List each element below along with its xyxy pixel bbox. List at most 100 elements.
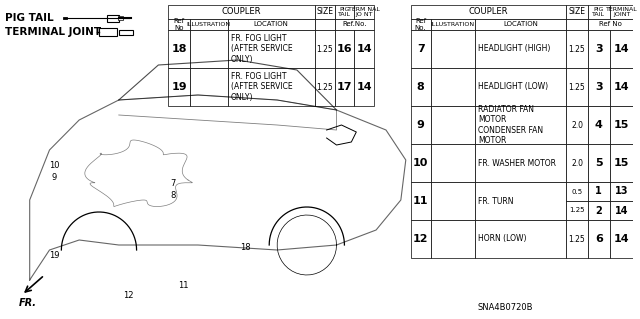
Bar (335, 30, 355, 68)
Bar (335, 5, 355, 19)
Bar (228, 30, 315, 68)
Bar (475, 106, 566, 144)
Bar (588, 30, 610, 68)
Bar (355, 68, 374, 106)
Bar (588, 144, 610, 182)
Bar (566, 5, 588, 19)
Text: PIG TAIL: PIG TAIL (5, 13, 54, 23)
Text: 2.0: 2.0 (571, 159, 583, 167)
Text: 14: 14 (356, 82, 372, 92)
Text: 10: 10 (49, 160, 60, 169)
Text: FR. FOG LIGHT
(AFTER SERVICE
ONLY): FR. FOG LIGHT (AFTER SERVICE ONLY) (230, 34, 292, 64)
Text: 2.0: 2.0 (571, 121, 583, 130)
Text: 8: 8 (170, 191, 176, 201)
Text: PIG
TAIL: PIG TAIL (338, 7, 351, 17)
Text: 18: 18 (172, 44, 187, 54)
Bar (566, 144, 588, 182)
Bar (566, 19, 588, 30)
Text: Ref
No.: Ref No. (415, 18, 426, 31)
Bar (566, 30, 588, 68)
Bar (431, 182, 475, 220)
Bar (475, 220, 566, 258)
Bar (588, 19, 634, 30)
Bar (475, 144, 566, 182)
Text: 1.25: 1.25 (569, 207, 585, 213)
Text: 1.25: 1.25 (316, 83, 333, 92)
Bar (315, 68, 335, 106)
Text: 14: 14 (614, 234, 629, 244)
Text: ILLUSTRATION: ILLUSTRATION (431, 22, 475, 27)
Text: 1.25: 1.25 (316, 44, 333, 54)
Text: COUPLER: COUPLER (468, 8, 508, 17)
Text: 7: 7 (417, 44, 424, 54)
Text: TERM NAL
JO NT: TERM NAL JO NT (348, 7, 380, 17)
Bar (610, 220, 634, 258)
Text: 13: 13 (615, 187, 628, 197)
Text: SNA4B0720B: SNA4B0720B (477, 303, 532, 313)
Bar (118, 16, 123, 20)
Bar (610, 182, 634, 201)
Bar (566, 220, 588, 258)
Text: LOCATION: LOCATION (253, 21, 289, 27)
Bar (411, 182, 431, 220)
Bar (566, 201, 588, 220)
Text: 11: 11 (413, 196, 428, 206)
Text: 14: 14 (614, 82, 629, 92)
Bar (566, 68, 588, 106)
Bar (411, 19, 431, 30)
Text: SIZE: SIZE (316, 8, 333, 17)
Bar (411, 220, 431, 258)
Text: 18: 18 (240, 243, 251, 253)
Text: 17: 17 (337, 82, 352, 92)
Bar (431, 30, 475, 68)
Bar (190, 68, 228, 106)
Text: TERMINAL JOINT: TERMINAL JOINT (5, 27, 101, 37)
Bar (475, 30, 566, 68)
Bar (411, 144, 431, 182)
Text: 5: 5 (595, 158, 603, 168)
Text: 6: 6 (595, 234, 603, 244)
Text: 0.5: 0.5 (572, 189, 582, 195)
Text: 10: 10 (413, 158, 428, 168)
Bar (315, 19, 335, 30)
Bar (610, 201, 634, 220)
Text: Ref No: Ref No (599, 21, 622, 27)
Bar (99, 28, 116, 36)
Text: FR.: FR. (19, 298, 36, 308)
Text: 16: 16 (337, 44, 352, 54)
Bar (431, 19, 475, 30)
Bar (610, 144, 634, 182)
Text: 12: 12 (124, 291, 134, 300)
Text: 1.25: 1.25 (568, 234, 586, 243)
Bar (355, 30, 374, 68)
Text: 19: 19 (172, 82, 187, 92)
Text: 1.25: 1.25 (568, 44, 586, 54)
Text: 11: 11 (178, 280, 188, 290)
Bar (335, 19, 374, 30)
Bar (610, 5, 634, 19)
Text: RADIATOR FAN
MOTOR
CONDENSER FAN
MOTOR: RADIATOR FAN MOTOR CONDENSER FAN MOTOR (478, 105, 543, 145)
Bar (475, 182, 566, 220)
Text: 15: 15 (614, 120, 629, 130)
Bar (566, 106, 588, 144)
Text: Ref
No: Ref No (173, 18, 185, 31)
Bar (228, 19, 315, 30)
Bar (190, 19, 228, 30)
Text: FR. WASHER MOTOR: FR. WASHER MOTOR (478, 159, 556, 167)
Bar (168, 5, 315, 19)
Bar (431, 68, 475, 106)
Bar (566, 182, 588, 201)
Bar (475, 68, 566, 106)
Bar (588, 220, 610, 258)
Text: PIG
TAIL: PIG TAIL (592, 7, 605, 17)
Bar (411, 5, 566, 19)
Text: 3: 3 (595, 44, 603, 54)
Bar (588, 201, 610, 220)
Text: FR. TURN: FR. TURN (478, 197, 513, 205)
Text: 15: 15 (614, 158, 629, 168)
Text: TERMINAL
JOINT: TERMINAL JOINT (605, 7, 637, 17)
Bar (107, 14, 119, 21)
Bar (315, 5, 335, 19)
Bar (315, 30, 335, 68)
Bar (431, 106, 475, 144)
